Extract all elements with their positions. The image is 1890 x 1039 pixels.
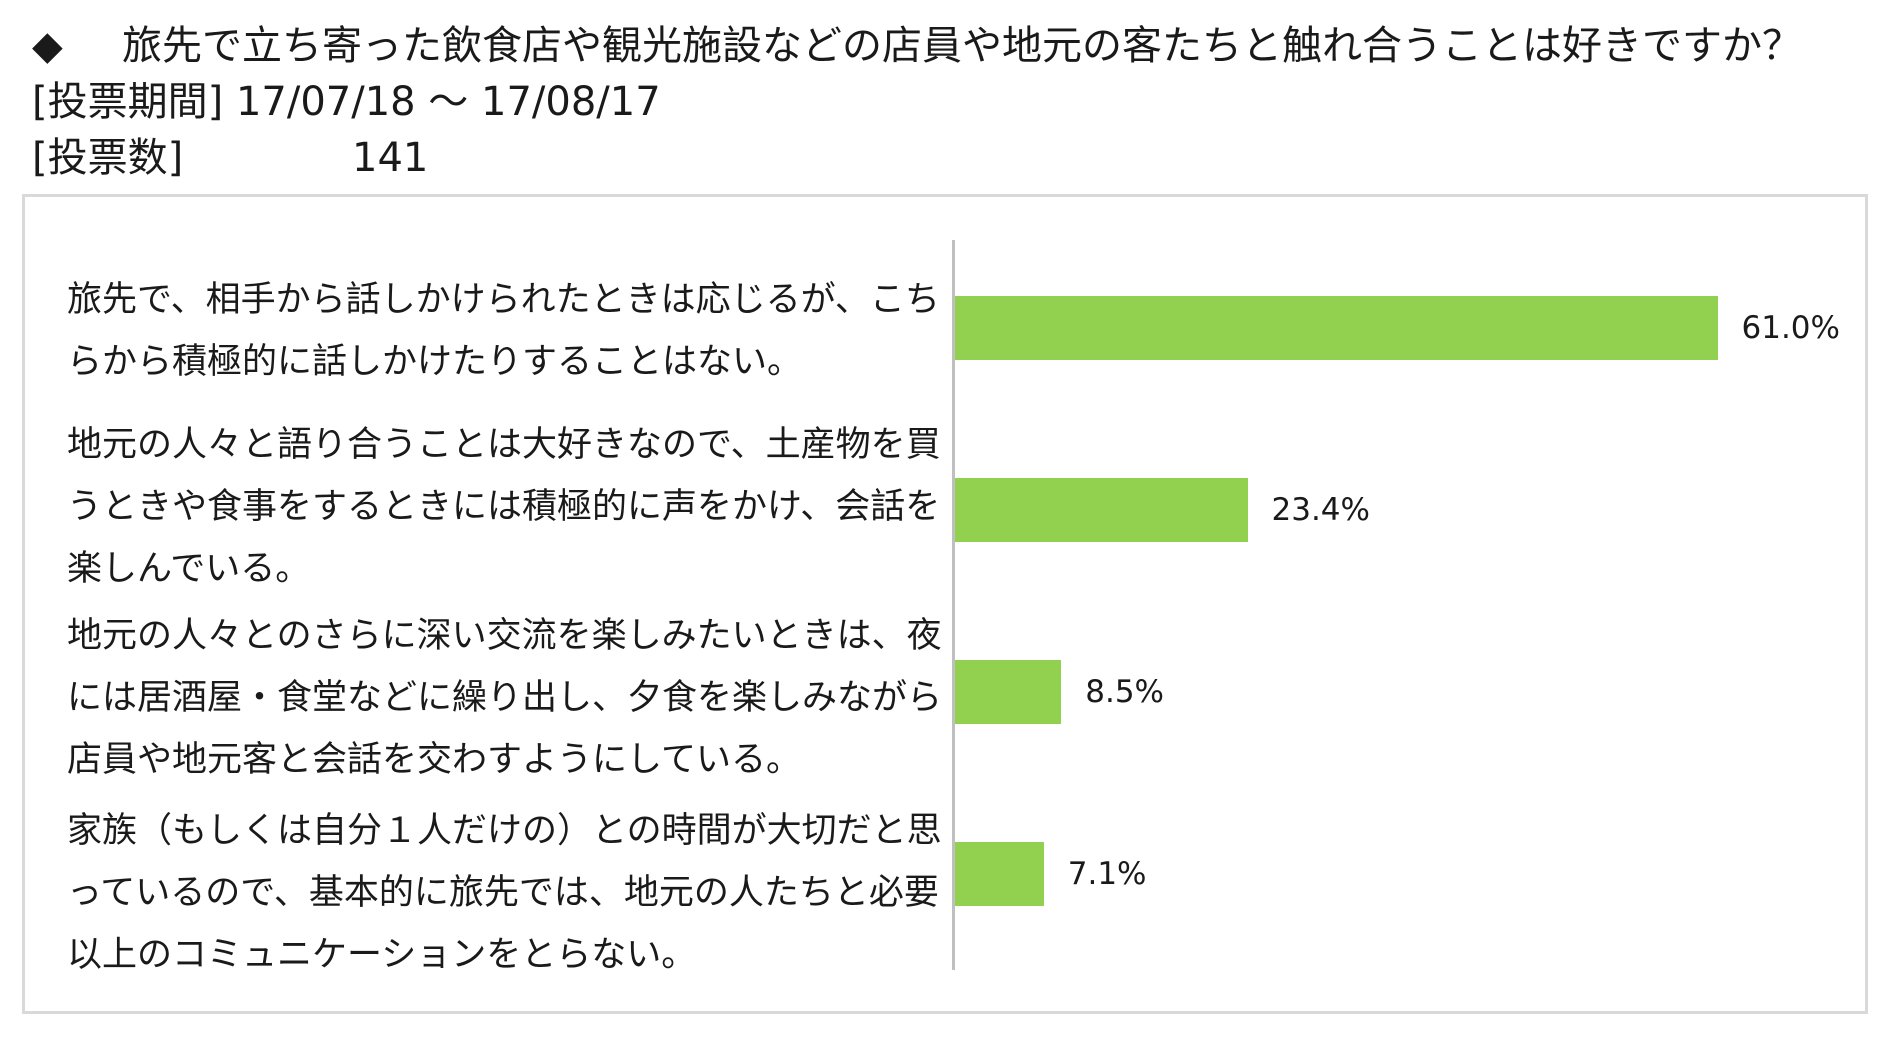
question-text: 旅先で立ち寄った飲食店や観光施設などの店員や地元の客たちと触れ合うことは好きです… [122, 23, 1802, 69]
voting-period-value: 17/07/18 ～ 17/08/17 [235, 79, 661, 125]
diamond-bullet-icon: ◆ [32, 23, 63, 69]
bar-value-label: 23.4% [1271, 492, 1370, 528]
voting-period-label: [投票期間] [32, 79, 224, 125]
bar [955, 296, 1718, 360]
category-axis-line [952, 240, 955, 970]
bar [955, 660, 1062, 724]
category-label: 家族（もしくは自分１人だけの）との時間が大切だと思っているので、基本的に旅先では… [67, 811, 942, 975]
vote-count-line: [投票数] 141 [32, 130, 1852, 186]
bar [955, 842, 1044, 906]
category-label: 地元の人々と語り合うことは大好きなので、土産物を買うときや食事をするときには積極… [67, 425, 941, 589]
voting-period-line: [投票期間] 17/07/18 ～ 17/08/17 [32, 74, 1852, 130]
category-label: 旅先で、相手から話しかけられたときは応じるが、こちらから積極的に話しかけたりする… [67, 280, 940, 382]
vote-count-label: [投票数] [32, 135, 184, 181]
question-line: ◆ 旅先で立ち寄った飲食店や観光施設などの店員や地元の客たちと触れ合うことは好きで… [32, 18, 1852, 74]
bar [955, 478, 1248, 542]
bar-value-label: 61.0% [1741, 310, 1840, 346]
chart-header: ◆ 旅先で立ち寄った飲食店や観光施設などの店員や地元の客たちと触れ合うことは好きで… [32, 18, 1852, 186]
bar-value-label: 7.1% [1067, 856, 1147, 892]
vote-count-value: 141 [352, 135, 429, 181]
category-label: 地元の人々とのさらに深い交流を楽しみたいときは、夜には居酒屋・食堂などに繰り出し… [67, 616, 943, 780]
bar-value-label: 8.5% [1085, 674, 1165, 710]
